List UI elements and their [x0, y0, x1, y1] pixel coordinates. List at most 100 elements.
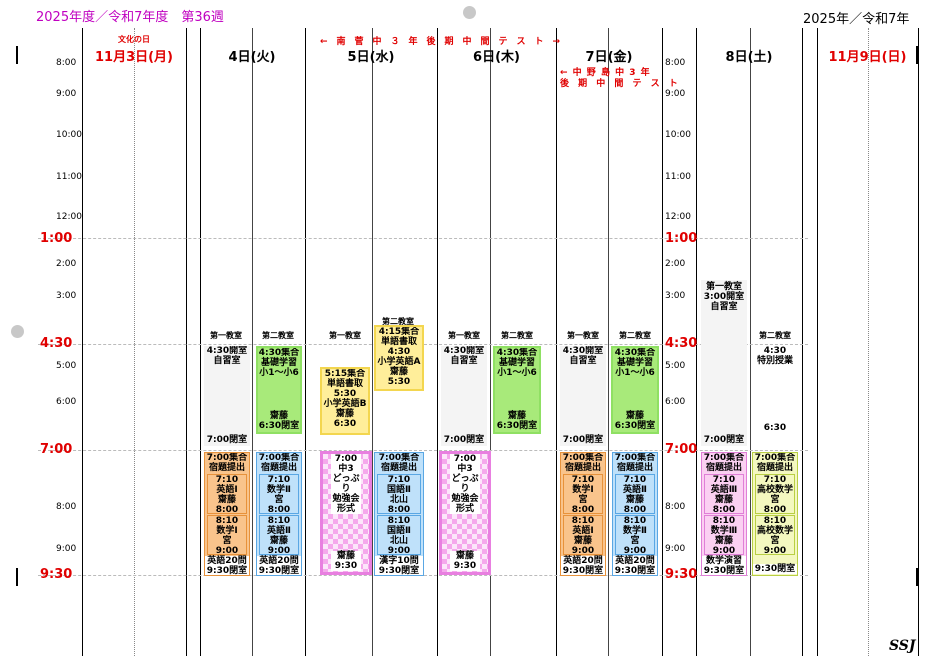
time-label: 8:00	[56, 502, 77, 512]
time-label-major: 4:30	[40, 336, 73, 351]
block-line: 宿題提出	[564, 463, 601, 473]
block-line: 9:30閉室	[562, 566, 604, 576]
block-line: 6:30閉室	[496, 421, 538, 431]
column-divider	[200, 28, 201, 656]
block-line: 8:10	[623, 516, 647, 526]
block-line: 高校数学	[756, 485, 793, 495]
block-line: 9:30	[334, 561, 358, 571]
block-line: 数学Ⅲ	[710, 526, 738, 536]
exam-banner-fri: ← 中 野 島 中 3 年	[560, 68, 651, 78]
block-line: 英語Ⅱ	[267, 526, 291, 536]
block-line: 宮	[630, 536, 640, 546]
block-line: 8:00	[387, 505, 411, 515]
block-line: 自習室	[450, 356, 478, 366]
block-text: 7:00 中3 どっぷり 勉強会形式	[450, 454, 480, 514]
lesson-slot: 7:10 国語Ⅱ 北山 8:00	[377, 474, 421, 515]
block-line: 国語Ⅱ	[387, 485, 411, 495]
block-line: 8:10	[215, 516, 239, 526]
column-divider	[750, 28, 751, 656]
lesson-slot: 8:10 英語Ⅱ 齋藤 9:00	[259, 515, 299, 556]
block-line: 宮	[770, 495, 780, 505]
block-line: 4:30開室	[206, 346, 248, 356]
block-line: 9:30閉室	[378, 566, 420, 576]
block-footer: 英語20問 9:30閉室	[257, 556, 301, 575]
block-line: 7:00集合	[378, 453, 420, 463]
block-line: 単語書取	[326, 379, 363, 389]
time-label: 3:00	[665, 291, 686, 301]
block-line: 9:00	[712, 546, 736, 556]
block-line: 宮	[274, 495, 284, 505]
self-study-block: 4:30開室 自習室 7:00閉室	[204, 346, 250, 446]
special-class-block: 4:30 特別授業 6:30	[752, 346, 798, 434]
block-line: 9:00	[215, 546, 239, 556]
block-line: 4:30開室	[443, 346, 485, 356]
block-line: 宿題提出	[616, 463, 653, 473]
block-line: 第一教室	[705, 282, 742, 292]
class-block: 7:00集合 宿題提出 7:10 数学Ⅱ 宮 8:00 8:10 英語Ⅱ 齋藤 …	[256, 452, 302, 576]
block-line: 7:00集合	[258, 453, 300, 463]
block-line: 自習室	[710, 302, 738, 312]
class-block: 7:00集合 宿題提出 7:10 英語Ⅱ 齋藤 8:00 8:10 数学Ⅱ 宮 …	[612, 452, 658, 576]
block-text: 齋藤 9:30	[331, 551, 361, 571]
block-line: 8:10	[712, 516, 736, 526]
block-line: 数学演習	[705, 556, 742, 566]
block-line: 9:00	[623, 546, 647, 556]
column-divider	[372, 28, 373, 656]
time-label-major: 1:00	[665, 231, 698, 246]
edge-tick	[16, 568, 18, 586]
english-block: 5:15集合 単語書取 5:30 小学英語B 齋藤 6:30	[320, 367, 370, 435]
block-line: 7:10	[267, 475, 291, 485]
block-line: 中3	[338, 464, 354, 474]
block-line: 数学Ⅱ	[623, 526, 647, 536]
block-line: 小1～小6	[497, 368, 537, 378]
block-line: 宿題提出	[208, 463, 245, 473]
class-block: 7:00集合 宿題提出 7:10 数学Ⅰ 宮 8:00 8:10 英語Ⅰ 齋藤 …	[560, 452, 606, 576]
time-label: 8:00	[56, 58, 77, 68]
block-line: 英語20問	[259, 556, 299, 566]
block-line: 齋藤	[507, 411, 526, 421]
lesson-slot: 7:10 高校数学 宮 8:00	[755, 474, 795, 515]
column-divider	[556, 28, 557, 656]
block-line: 英語20問	[615, 556, 655, 566]
block-line: 9:30閉室	[206, 566, 248, 576]
block-line: 齋藤	[714, 495, 733, 505]
room-label: 第一教室	[210, 331, 242, 340]
time-label: 8:00	[665, 58, 686, 68]
block-line: 8:10	[571, 516, 595, 526]
block-line: 6:30	[333, 419, 357, 429]
block-line: 英語20問	[563, 556, 603, 566]
class-block: 7:00集合 宿題提出 7:10 国語Ⅱ 北山 8:00 8:10 国語Ⅱ 北山…	[374, 452, 424, 576]
block-line: 小学英語A	[377, 357, 421, 367]
block-line: 基礎学習	[260, 358, 297, 368]
edge-tick	[916, 568, 918, 586]
block-line: 6:30	[763, 423, 787, 433]
lesson-slot: 8:10 国語Ⅱ 北山 9:00	[377, 515, 421, 556]
block-line: 宮	[222, 536, 232, 546]
time-label: 8:00	[665, 502, 686, 512]
block-footer: 英語20問 9:30閉室	[205, 556, 249, 576]
column-divider	[82, 28, 83, 656]
column-divider	[608, 28, 609, 656]
block-line: 8:10	[763, 516, 787, 526]
day-header-fri: 7日(金)	[585, 50, 633, 65]
block-line: 9:00	[267, 546, 291, 556]
study-session-block: 7:00 中3 どっぷり 勉強会形式 齋藤 9:30	[439, 451, 491, 575]
block-line: 4:30	[763, 346, 787, 356]
time-label-major: 4:30	[665, 336, 698, 351]
block-line: 中3	[457, 464, 473, 474]
block-line: 7:10	[215, 475, 239, 485]
block-line: 英語Ⅲ	[710, 485, 738, 495]
block-line: 7:10	[763, 475, 787, 485]
block-line: 漢字10問	[379, 556, 419, 566]
lesson-slot: 7:10 英語Ⅲ 齋藤 8:00	[704, 474, 744, 515]
block-line: 北山	[389, 536, 408, 546]
day-header-mon: 11月3日(月)	[94, 50, 174, 65]
block-line: 7:00	[334, 454, 358, 464]
block-footer: 英語20問 9:30閉室	[561, 556, 605, 576]
time-label: 12:00	[665, 212, 691, 222]
class-block: 7:00集合 宿題提出 7:10 高校数学 宮 8:00 8:10 高校数学 宮…	[752, 452, 798, 576]
block-line: 英語Ⅰ	[572, 526, 594, 536]
block-footer: 数学演習 9:30閉室	[702, 556, 746, 575]
block-line: 5:15集合	[324, 369, 366, 379]
block-line: 基礎学習	[498, 358, 535, 368]
